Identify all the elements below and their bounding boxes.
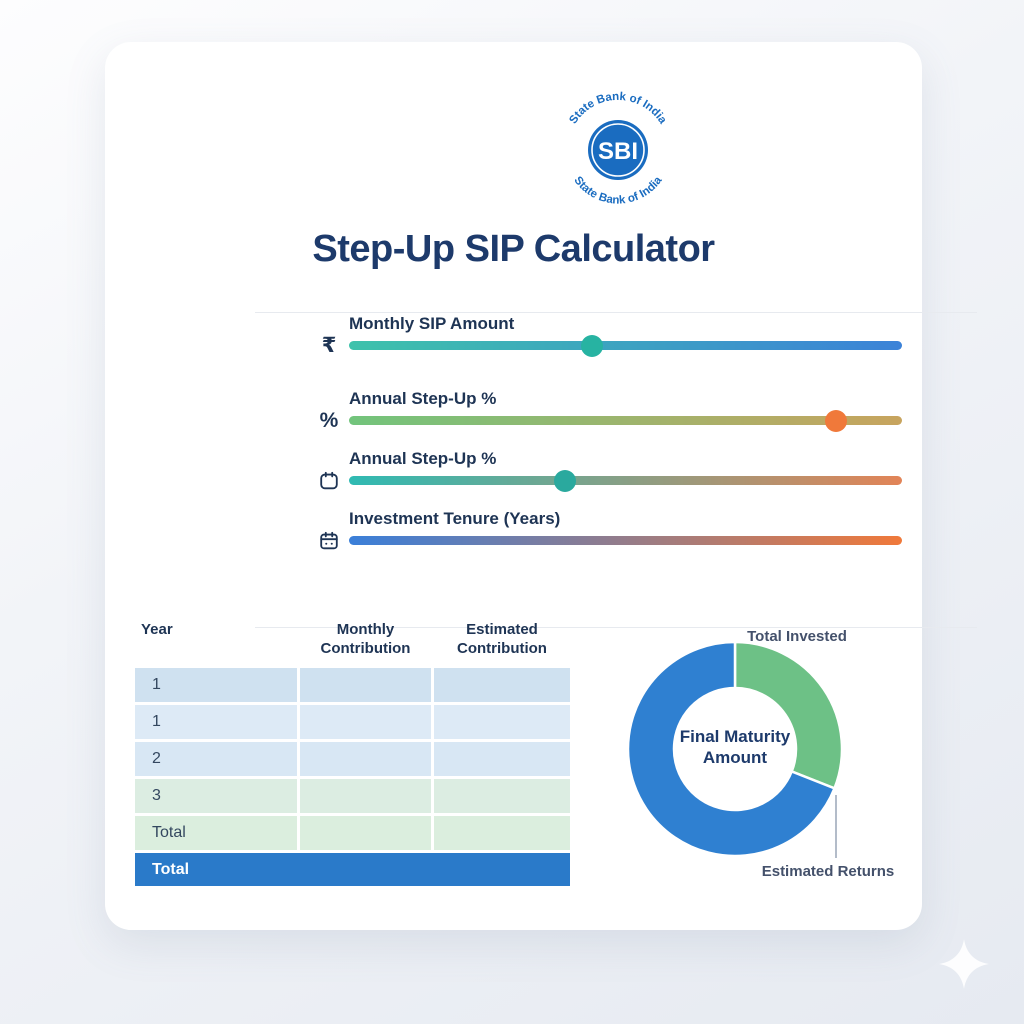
table-row: 1 [135,668,570,702]
calendar-days-icon [317,529,341,553]
slider-investment-tenure: Investment Tenure (Years) [320,509,902,561]
table-row: 2 [135,742,570,776]
table-body: 1 1 2 3 Total [135,668,570,850]
table-cell-estimated [434,816,570,850]
table-cell-monthly [300,816,431,850]
contribution-table: Year Monthly Contribution Estimated Cont… [135,620,570,886]
table-cell-estimated [434,668,570,702]
table-row: 1 [135,705,570,739]
logo-circle [588,120,648,180]
slider-thumb[interactable] [581,334,604,357]
rupee-icon: ₹ [321,334,337,357]
table-cell-year: 2 [135,742,297,776]
slider-monthly-sip: ₹ Monthly SIP Amount [322,314,902,366]
slider-annual-stepup: % Annual Step-Up % [320,389,902,441]
column-header-estimated: Estimated Contribution [457,621,547,657]
calendar-icon [317,469,341,493]
slider-label: Investment Tenure (Years) [349,509,561,528]
donut-segment-estimated-returns [626,640,837,858]
slider-thumb[interactable] [553,469,576,492]
label-estimated-returns: Estimated Returns [761,863,895,880]
table-footer-row: Total [135,853,570,886]
table-cell-year: 3 [135,779,297,813]
divider-middle [255,627,977,628]
sbi-logo: State Bank of India SBI State Bank of In… [567,91,669,207]
table-cell-year: Total [135,816,297,850]
table-cell-estimated [434,705,570,739]
sparkle-icon [939,939,989,989]
slider-track[interactable] [349,341,902,350]
column-header-year: Year [141,621,173,638]
donut-center-label: Final Maturity Amount [679,727,791,767]
table-row: Total [135,816,570,850]
slider-label: Annual Step-Up % [349,389,497,408]
callout-leader-line [835,795,837,858]
table-cell-estimated [434,779,570,813]
table-cell-estimated [434,742,570,776]
table-header: Year Monthly Contribution Estimated Cont… [135,620,570,658]
table-row: 3 [135,779,570,813]
donut-chart [626,640,844,858]
table-cell-monthly [300,779,431,813]
column-header-monthly: Monthly Contribution [320,621,411,657]
slider-track[interactable] [349,476,902,485]
table-cell-year: 1 [135,705,297,739]
percent-icon: % [319,409,339,432]
slider-thumb[interactable] [824,409,847,432]
slider-label: Annual Step-Up % [349,449,497,468]
logo-monogram: SBI [598,138,638,165]
page-title: Step-Up SIP Calculator [312,228,715,270]
label-total-invested: Total Invested [747,628,847,645]
slider-label: Monthly SIP Amount [349,314,515,333]
table-cell-monthly [300,742,431,776]
slider-annual-stepup-2: Annual Step-Up % [320,449,902,501]
donut-segment-total-invested [733,640,844,791]
table-cell-monthly [300,668,431,702]
table-cell-monthly [300,705,431,739]
calculator-card: State Bank of India SBI State Bank of In… [105,42,977,930]
slider-track[interactable] [349,416,902,425]
table-cell-year: 1 [135,668,297,702]
divider-top [255,312,977,313]
slider-track[interactable] [349,536,902,545]
